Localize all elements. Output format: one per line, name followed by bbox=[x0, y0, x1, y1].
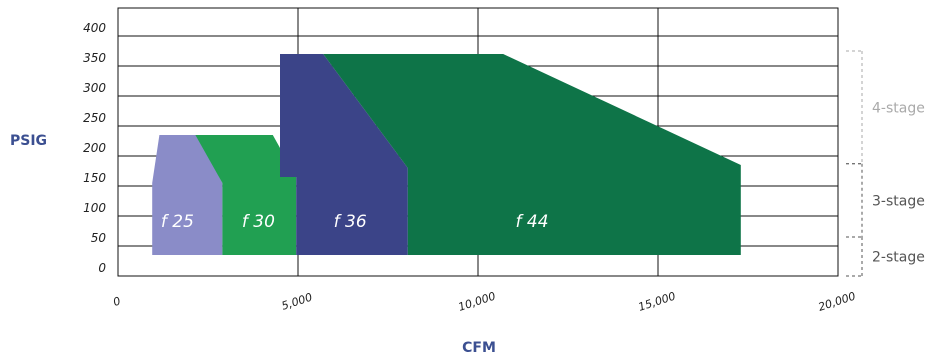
stage-label: 4-stage bbox=[872, 100, 925, 116]
x-axis-title: CFM bbox=[462, 340, 496, 356]
region-f30 bbox=[195, 135, 297, 255]
y-tick-label: 250 bbox=[83, 111, 106, 125]
y-tick-label: 50 bbox=[91, 231, 107, 245]
y-tick-label: 350 bbox=[83, 51, 106, 65]
region-label: f 44 bbox=[515, 212, 548, 232]
y-tick-label: 100 bbox=[83, 201, 106, 215]
y-tick-label: 0 bbox=[98, 261, 106, 275]
stage-label: 2-stage bbox=[872, 250, 925, 266]
x-tick-label: 15,000 bbox=[637, 290, 678, 314]
region-f44 bbox=[323, 54, 741, 255]
series-layer bbox=[152, 54, 741, 255]
region-f36 bbox=[280, 54, 408, 255]
y-tick-label: 300 bbox=[83, 81, 106, 95]
label-layer: f 25 f 30 f 36 f 44 bbox=[161, 212, 549, 232]
region-f25 bbox=[152, 135, 223, 255]
x-tick-label: 5,000 bbox=[280, 291, 314, 313]
y-tick-label: 200 bbox=[83, 141, 106, 155]
y-tick-label: 400 bbox=[83, 21, 106, 35]
x-tick-label: 0 bbox=[112, 294, 123, 309]
stage-label: 3-stage bbox=[872, 193, 925, 209]
region-label: f 30 bbox=[242, 212, 275, 232]
region-label: f 25 bbox=[161, 212, 194, 232]
stage-layer: 4-stage 3-stage 2-stage bbox=[846, 50, 925, 277]
y-tick-label: 150 bbox=[83, 171, 106, 185]
x-tick-label: 20,000 bbox=[817, 290, 858, 314]
y-axis-title: PSIG bbox=[10, 133, 47, 149]
x-tick-label: 10,000 bbox=[457, 290, 498, 314]
region-label: f 36 bbox=[334, 212, 367, 232]
